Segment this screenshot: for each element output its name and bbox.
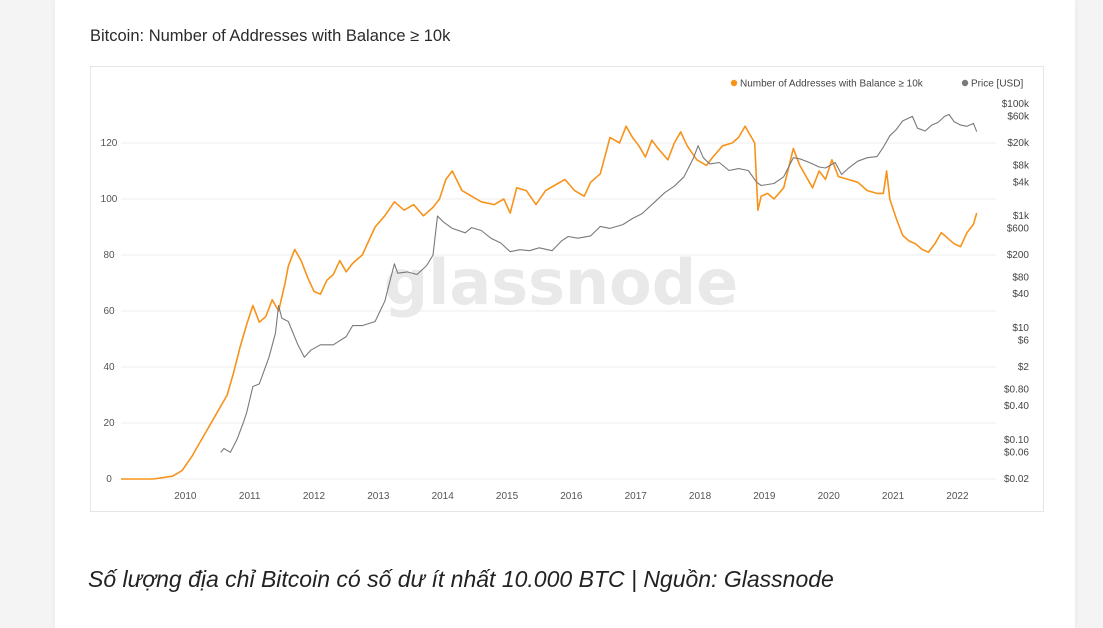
y-right-tick-label: $6	[1018, 335, 1030, 346]
y-right-tick-label: $10	[1012, 323, 1029, 334]
y-right-tick-label: $0.10	[1004, 435, 1029, 446]
x-tick-label: 2018	[689, 491, 712, 502]
y-left-tick-label: 100	[101, 194, 118, 205]
legend-label-price: Price [USD]	[971, 79, 1023, 90]
x-tick-label: 2022	[946, 491, 969, 502]
y-right-tick-label: $8k	[1013, 160, 1030, 171]
y-right-tick-label: $60k	[1007, 111, 1030, 122]
y-right-tick-label: $0.02	[1004, 474, 1029, 485]
y-left-tick-label: 0	[106, 474, 112, 485]
x-tick-label: 2021	[882, 491, 905, 502]
y-right-tick-label: $20k	[1007, 138, 1030, 149]
y-left-tick-label: 60	[103, 306, 115, 317]
x-tick-label: 2010	[174, 491, 197, 502]
series-line-price	[220, 113, 978, 453]
watermark: glassnode	[384, 246, 738, 319]
y-right-tick-label: $100k	[1002, 99, 1030, 110]
y-right-tick-label: $80	[1012, 272, 1029, 283]
x-tick-label: 2013	[367, 491, 390, 502]
x-tick-label: 2019	[753, 491, 776, 502]
y-right-tick-label: $0.80	[1004, 384, 1029, 395]
y-right-tick-label: $0.06	[1004, 447, 1029, 458]
y-right-tick-label: $1k	[1013, 211, 1030, 222]
y-left-tick-label: 20	[103, 418, 115, 429]
y-left-tick-label: 120	[101, 138, 118, 149]
y-left-tick-label: 80	[103, 250, 115, 261]
article-page: Bitcoin: Number of Addresses with Balanc…	[55, 0, 1075, 628]
legend-marker-addresses	[730, 79, 738, 87]
chart-title: Bitcoin: Number of Addresses with Balanc…	[90, 27, 451, 45]
x-tick-label: 2020	[818, 491, 841, 502]
y-right-tick-label: $200	[1007, 250, 1030, 261]
chart-frame: 0 20 40 60 80 100 120 glassnode $0.02 $0.06 $0.10 $…	[90, 66, 1044, 512]
chart-svg: 0 20 40 60 80 100 120 glassnode $0.02 $0.06$0.10 $…	[101, 79, 1030, 503]
x-tick-label: 2017	[625, 491, 648, 502]
y-left-tick-label: 40	[103, 362, 115, 373]
x-tick-label: 2015	[496, 491, 519, 502]
series-line-addresses	[121, 125, 978, 480]
x-tick-label: 2012	[303, 491, 326, 502]
y-right-tick-label: $40	[1012, 289, 1029, 300]
image-caption: Số lượng địa chỉ Bitcoin có số dư ít nhấ…	[88, 566, 834, 592]
legend-marker-price	[961, 79, 969, 87]
legend-label-addresses: Number of Addresses with Balance ≥ 10k	[740, 79, 924, 90]
x-tick-label: 2014	[432, 491, 455, 502]
y-right-tick-label: $4k	[1013, 177, 1030, 188]
x-tick-label: 2011	[239, 491, 261, 502]
y-right-tick-label: $2	[1018, 362, 1030, 373]
y-right-tick-label: $600	[1007, 223, 1030, 234]
y-right-tick-label: $0.40	[1004, 401, 1029, 412]
x-tick-label: 2016	[560, 491, 583, 502]
